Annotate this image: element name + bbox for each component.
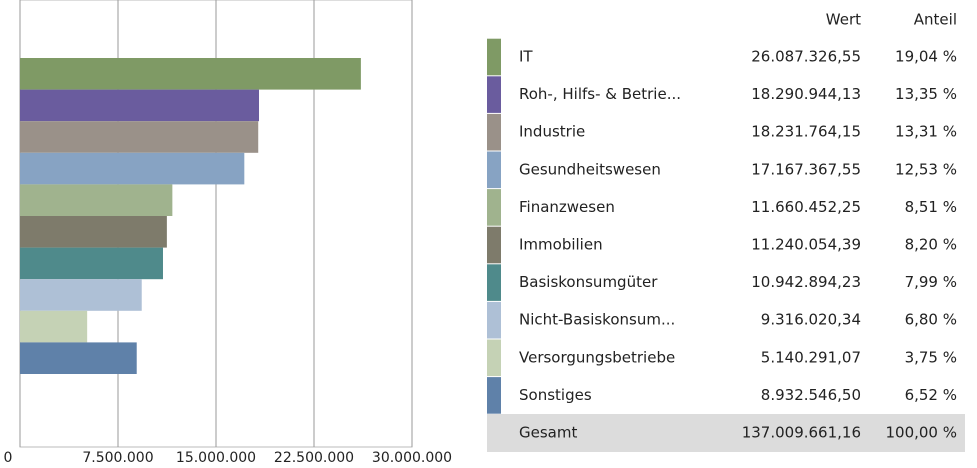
row-share: 8,20 % [905,236,957,254]
legend-swatch [487,339,501,377]
row-name: Gesundheitswesen [519,160,661,178]
row-name: Versorgungsbetriebe [519,348,675,366]
x-tick-label: 7.500.000 [82,450,153,466]
x-tick-label: 15.000.000 [176,450,256,466]
bar [20,89,260,122]
row-value: 18.290.944,13 [751,85,861,103]
bar [20,310,88,343]
row-value: 9.316.020,34 [761,311,861,329]
x-tick-label: 30.000.000 [372,450,452,466]
row-value: 5.140.291,07 [761,348,861,366]
row-value: 11.240.054,39 [751,236,861,254]
column-header: Wert [826,11,861,29]
bar [20,184,173,216]
legend-swatch [487,113,501,151]
row-name: IT [519,48,533,66]
legend-swatch [487,76,501,113]
row-value: 26.087.326,55 [751,48,861,66]
row-value: 8.932.546,50 [761,386,861,404]
legend-swatch [487,189,501,226]
row-name: Basiskonsumgüter [519,273,658,291]
legend-swatch [487,38,501,76]
bar [20,247,163,280]
row-value: 17.167.367,55 [751,160,861,178]
row-share: 8,51 % [905,198,957,216]
legend-swatch [487,226,501,264]
x-tick-label: 0 [4,450,13,466]
row-share: 3,75 % [905,348,957,366]
row-name: Roh-, Hilfs- & Betrie... [519,85,681,103]
row-name: Nicht-Basiskonsum... [519,311,675,329]
bar [20,121,259,153]
row-share: 19,04 % [895,48,957,66]
total-name: Gesamt [519,424,577,442]
row-name: Industrie [519,123,585,141]
row-share: 13,31 % [895,123,957,141]
total-row [487,414,965,452]
bar [20,58,361,90]
legend-swatch [487,301,501,339]
column-header: Anteil [914,11,957,29]
row-name: Finanzwesen [519,198,615,216]
row-share: 6,80 % [905,311,957,329]
row-name: Immobilien [519,236,603,254]
row-share: 6,52 % [905,386,957,404]
bar [20,216,167,248]
row-name: Sonstiges [519,386,592,404]
row-share: 13,35 % [895,85,957,103]
row-value: 10.942.894,23 [751,273,861,291]
bar [20,342,137,374]
legend-swatch [487,377,501,414]
bar [20,152,245,185]
row-value: 11.660.452,25 [751,198,861,216]
row-share: 7,99 % [905,273,957,291]
total-value: 137.009.661,16 [742,424,861,442]
row-value: 18.231.764,15 [751,123,861,141]
total-share: 100,00 % [885,424,957,442]
legend-swatch [487,151,501,189]
bar [20,279,142,311]
x-tick-label: 22.500.000 [274,450,354,466]
row-share: 12,53 % [895,160,957,178]
legend-swatch [487,264,501,301]
